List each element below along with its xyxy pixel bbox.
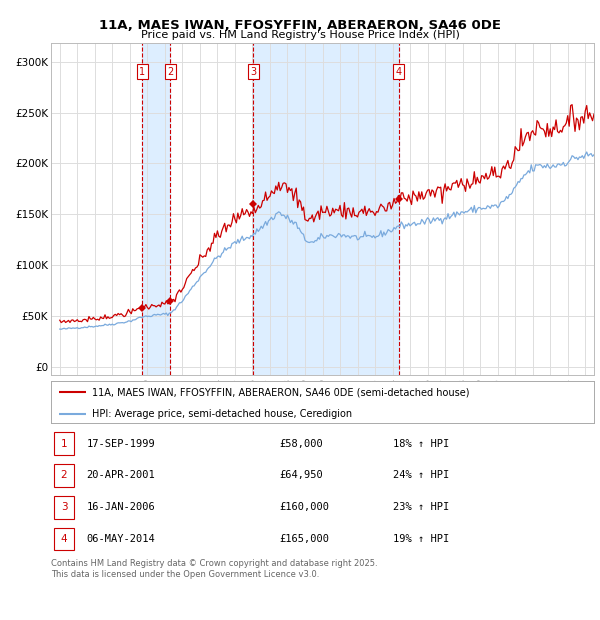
Text: 3: 3: [250, 67, 256, 77]
Text: 16-JAN-2006: 16-JAN-2006: [86, 502, 155, 512]
Text: 11A, MAES IWAN, FFOSYFFIN, ABERAERON, SA46 0DE (semi-detached house): 11A, MAES IWAN, FFOSYFFIN, ABERAERON, SA…: [92, 388, 469, 397]
Text: 24% ↑ HPI: 24% ↑ HPI: [393, 471, 449, 480]
Text: 1: 1: [61, 439, 67, 449]
Text: 4: 4: [395, 67, 401, 77]
Text: 2: 2: [61, 471, 67, 480]
Text: 3: 3: [61, 502, 67, 512]
Text: 20-APR-2001: 20-APR-2001: [86, 471, 155, 480]
Text: HPI: Average price, semi-detached house, Ceredigion: HPI: Average price, semi-detached house,…: [92, 409, 352, 419]
Text: 18% ↑ HPI: 18% ↑ HPI: [393, 439, 449, 449]
Bar: [142, 43, 170, 375]
Bar: [253, 43, 398, 375]
FancyBboxPatch shape: [54, 496, 74, 519]
FancyBboxPatch shape: [54, 432, 74, 455]
Text: £58,000: £58,000: [279, 439, 323, 449]
Text: £165,000: £165,000: [279, 534, 329, 544]
FancyBboxPatch shape: [54, 464, 74, 487]
Text: 19% ↑ HPI: 19% ↑ HPI: [393, 534, 449, 544]
Text: 06-MAY-2014: 06-MAY-2014: [86, 534, 155, 544]
Text: £64,950: £64,950: [279, 471, 323, 480]
Text: 1: 1: [139, 67, 145, 77]
FancyBboxPatch shape: [54, 528, 74, 551]
Text: Price paid vs. HM Land Registry's House Price Index (HPI): Price paid vs. HM Land Registry's House …: [140, 30, 460, 40]
Text: 23% ↑ HPI: 23% ↑ HPI: [393, 502, 449, 512]
Text: 4: 4: [61, 534, 67, 544]
Text: 11A, MAES IWAN, FFOSYFFIN, ABERAERON, SA46 0DE: 11A, MAES IWAN, FFOSYFFIN, ABERAERON, SA…: [99, 19, 501, 32]
Text: £160,000: £160,000: [279, 502, 329, 512]
Text: 17-SEP-1999: 17-SEP-1999: [86, 439, 155, 449]
Text: Contains HM Land Registry data © Crown copyright and database right 2025.
This d: Contains HM Land Registry data © Crown c…: [51, 559, 377, 578]
Text: 2: 2: [167, 67, 173, 77]
